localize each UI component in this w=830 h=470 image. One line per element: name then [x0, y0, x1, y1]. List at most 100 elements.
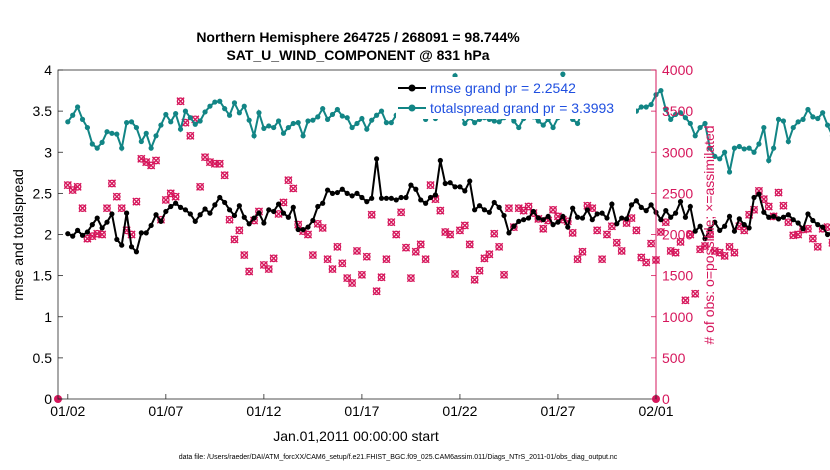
rmse-point [530, 208, 537, 215]
rmse-point [687, 203, 693, 210]
totalspread-point [143, 130, 149, 136]
rmse-point [143, 230, 149, 236]
obs-assimilated-point [132, 197, 141, 206]
obs-possible-point [161, 196, 170, 204]
legend-spread-label: totalspread grand pr = 3.3993 [430, 100, 614, 116]
obs-assimilated-point [102, 204, 112, 213]
obs-possible-point [230, 235, 239, 244]
obs-assimilated-point [411, 247, 420, 256]
obs-possible-point [407, 274, 415, 282]
obs-assimilated-point [78, 204, 87, 213]
rmse-point [565, 224, 571, 230]
totalspread-point [177, 126, 184, 132]
rmse-point [94, 215, 100, 221]
totalspread-point [241, 103, 247, 109]
totalspread-point [75, 104, 81, 110]
totalspread-point [285, 124, 291, 131]
rmse-point [212, 202, 218, 208]
totalspread-point [251, 133, 257, 139]
obs-possible-point [362, 252, 371, 261]
obs-possible-point [490, 229, 499, 238]
obs-assimilated-point [107, 179, 117, 188]
rmse-point [310, 217, 316, 224]
obs-possible-point [632, 226, 641, 235]
right-tick-label: 2000 [662, 227, 693, 243]
obs-possible-point [328, 265, 337, 273]
rmse-point [506, 230, 512, 236]
obs-possible-point [132, 197, 141, 206]
data-file-footer: data file: /Users/raeder/DAI/ATM_forcXX/… [179, 454, 618, 461]
totalspread-point [766, 157, 772, 164]
rmse-point [673, 210, 679, 216]
obs-assimilated-point [220, 171, 229, 180]
obs-assimilated-point [142, 158, 151, 167]
totalspread-point [741, 146, 747, 152]
obs-possible-point [372, 287, 381, 296]
rmse-point [104, 219, 110, 225]
obs-assimilated-point [499, 270, 509, 279]
totalspread-point [722, 149, 728, 155]
rmse-point [638, 204, 644, 210]
obs-assimilated-point [460, 221, 469, 230]
legend-rmse-label: rmse grand pr = 2.2542 [430, 80, 576, 96]
obs-possible-point [681, 296, 690, 305]
rmse-point [418, 197, 424, 203]
totalspread-point [771, 145, 777, 151]
obs-assimilated-point [671, 248, 680, 257]
totalspread-point [717, 156, 723, 162]
totalspread-point [511, 118, 517, 124]
obs-possible-point [264, 265, 273, 273]
obs-assimilated-point [450, 269, 460, 279]
obs-possible-point [377, 273, 386, 282]
rmse-point [771, 213, 777, 220]
left-tick-label: 4 [44, 62, 52, 78]
obs-possible-point [720, 252, 729, 260]
rmse-point [261, 220, 267, 226]
rmse-point [682, 214, 689, 220]
obs-assimilated-point [588, 204, 597, 213]
obs-possible-point [661, 218, 670, 227]
obs-possible-point [108, 179, 116, 188]
rmse-point [805, 211, 811, 217]
right-tick-label: 1500 [662, 268, 693, 284]
rmse-point [315, 203, 321, 210]
left-tick-label: 3 [44, 144, 52, 160]
obs-possible-point [103, 204, 111, 213]
obs-possible-point [456, 226, 464, 235]
obs-assimilated-point [362, 252, 371, 261]
rmse-point [251, 215, 257, 221]
rmse-point [99, 225, 105, 231]
rmse-point [364, 199, 370, 205]
totalspread-point [109, 130, 115, 136]
obs-assimilated-point [215, 159, 224, 168]
rmse-point [668, 214, 674, 220]
rmse-point [442, 180, 448, 187]
rmse-point [486, 209, 492, 215]
obs-possible-point [186, 131, 195, 140]
rmse-point [119, 242, 125, 248]
obs-possible-point [353, 247, 361, 255]
totalspread-point [491, 118, 497, 124]
obs-assimilated-point [475, 266, 484, 275]
totalspread-point [472, 120, 478, 126]
totalspread-point [212, 99, 218, 105]
rmse-point [320, 200, 326, 206]
obs-possible-point [750, 205, 758, 214]
obs-assimilated-point [578, 247, 587, 256]
totalspread-point [182, 108, 189, 114]
obs-assimilated-point [367, 210, 376, 219]
totalspread-point [99, 139, 105, 145]
rmse-point [305, 224, 311, 230]
rmse-point [408, 182, 414, 188]
obs-possible-point [343, 274, 352, 282]
totalspread-point [378, 108, 385, 114]
obs-assimilated-point [696, 245, 705, 254]
totalspread-point [374, 112, 380, 118]
rmse-point [756, 191, 762, 197]
rmse-point [663, 208, 669, 214]
obs-assimilated-point [612, 238, 621, 247]
rmse-point [197, 212, 203, 218]
totalspread-point [84, 124, 91, 131]
totalspread-point [324, 116, 331, 122]
